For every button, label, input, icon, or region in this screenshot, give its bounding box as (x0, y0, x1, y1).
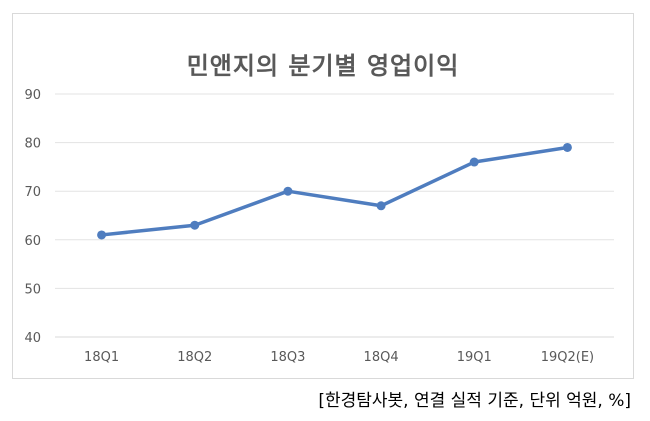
x-tick-label: 18Q4 (364, 350, 399, 365)
data-point (190, 220, 200, 230)
x-tick-label: 18Q3 (270, 350, 305, 365)
y-tick-label: 50 (24, 282, 41, 297)
y-tick-label: 40 (24, 331, 41, 346)
series-layer (97, 142, 572, 240)
x-tick-label: 18Q2 (177, 350, 212, 365)
x-tick-label: 19Q1 (457, 350, 492, 365)
y-tick-label: 70 (24, 185, 41, 200)
data-point (469, 157, 479, 167)
x-tick-label: 19Q2(E) (541, 350, 594, 365)
data-point (97, 230, 107, 240)
x-axis-ticks: 18Q1 18Q2 18Q3 18Q4 19Q1 19Q2(E) (84, 350, 594, 365)
y-tick-label: 90 (24, 88, 41, 103)
gridlines (55, 93, 614, 338)
y-tick-label: 60 (24, 234, 41, 249)
x-tick-label: 18Q1 (84, 350, 119, 365)
source-note: [한경탐사봇, 연결 실적 기준, 단위 억원, %] (318, 391, 631, 411)
data-point (283, 186, 293, 196)
series-line (99, 145, 570, 237)
y-axis-ticks: 40 50 60 70 80 90 (24, 88, 41, 346)
data-point (562, 142, 572, 152)
y-tick-label: 80 (24, 137, 41, 152)
data-point (376, 201, 386, 211)
chart-title: 민앤지의 분기별 영업이익 (186, 52, 460, 80)
